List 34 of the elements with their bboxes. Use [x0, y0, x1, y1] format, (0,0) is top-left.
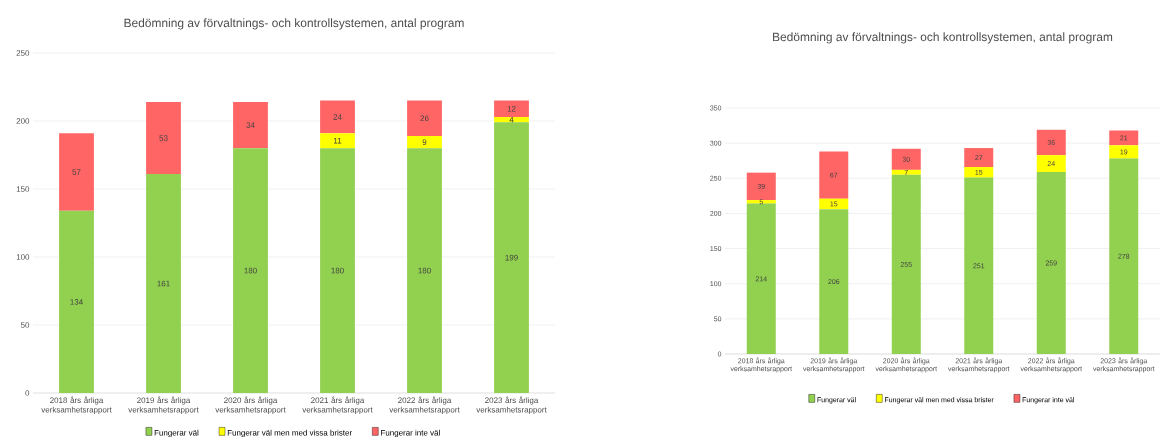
bar: [964, 148, 994, 168]
bar: [746, 200, 776, 204]
bar: [1109, 130, 1139, 146]
bar: [891, 148, 921, 170]
bar: [964, 177, 994, 354]
bar: [320, 100, 355, 134]
bar: [233, 101, 268, 149]
bar: [146, 174, 181, 393]
bar: [1109, 145, 1139, 159]
bar: [891, 174, 921, 354]
bar: [407, 100, 442, 136]
bar: [407, 148, 442, 393]
bar: [494, 122, 529, 393]
bar: [1109, 158, 1139, 354]
bar: [1036, 171, 1066, 354]
bar: [1036, 129, 1066, 156]
bar: [233, 148, 268, 393]
bar: [59, 210, 94, 393]
bar: [964, 167, 994, 178]
bar: [320, 133, 355, 149]
bar: [494, 100, 529, 117]
bar: [819, 198, 849, 210]
bar: [1036, 155, 1066, 172]
bar: [819, 209, 849, 354]
chart-title: Bedömning av förvaltnings- och kontrollsystemen, antal program: [124, 18, 464, 30]
bar: [146, 101, 181, 175]
bar: [819, 151, 849, 199]
bar: [746, 203, 776, 354]
bar: [746, 172, 776, 201]
chart-title: Bedömning av förvaltnings- och kontrollsystemen, antal program: [773, 32, 1113, 44]
bar: [407, 135, 442, 149]
bar: [59, 133, 94, 211]
bar: [320, 148, 355, 393]
bar: [891, 169, 921, 175]
